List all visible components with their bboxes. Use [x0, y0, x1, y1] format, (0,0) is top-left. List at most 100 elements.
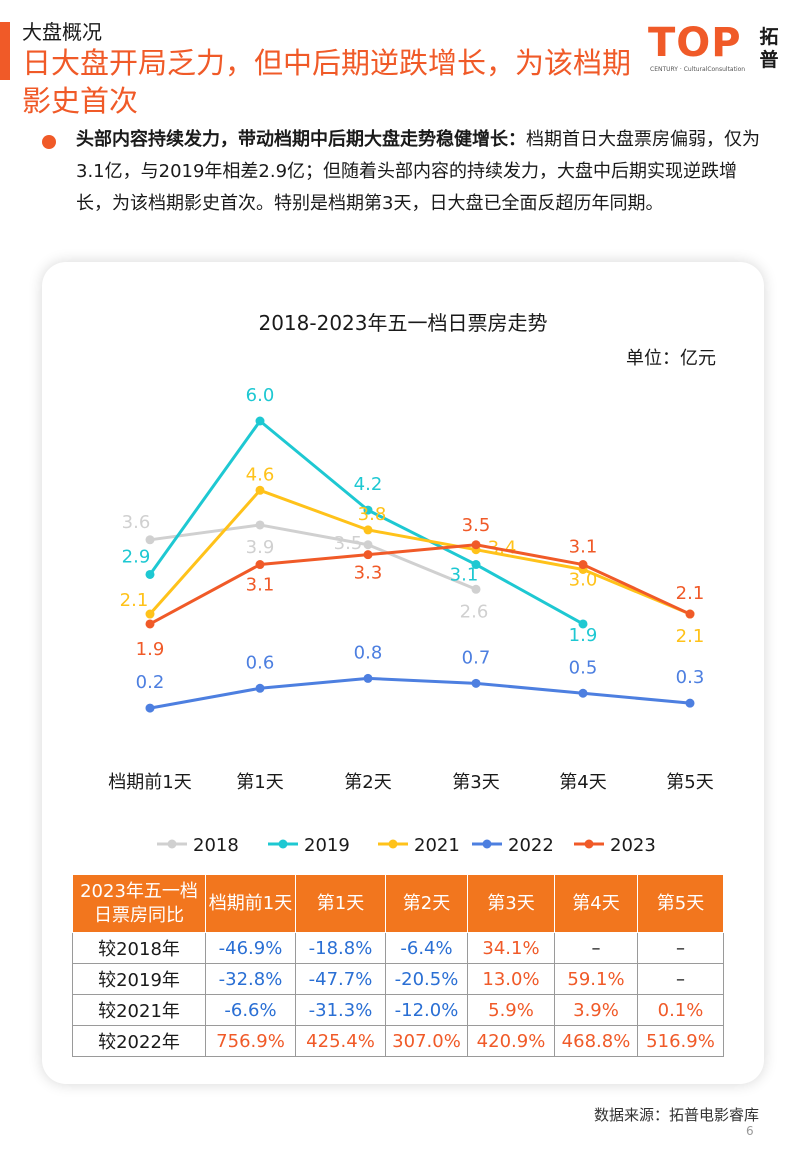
table-cell: 0.1%: [637, 994, 724, 1026]
table-cell: 59.1%: [554, 963, 638, 995]
table-row-label: 较2019年: [72, 963, 206, 995]
table-cell: 3.9%: [554, 994, 638, 1026]
bullet-lead: 头部内容持续发力，带动档期中后期大盘走势稳健增长：: [76, 129, 526, 150]
table-cell: 13.0%: [467, 963, 555, 995]
data-label-2021: 4.6: [246, 464, 275, 485]
table-row: 较2018年 -46.9% -18.8% -6.4% 34.1% – –: [72, 932, 724, 964]
table-col-header: 档期前1天: [205, 874, 296, 933]
table-cell: -20.5%: [385, 963, 468, 995]
logo-chinese-name: 拓普: [759, 26, 779, 71]
series-line-2018: [149, 523, 477, 591]
logo-wordmark: TOP: [648, 20, 742, 66]
data-point-2019: [145, 569, 155, 579]
x-tick-label: 第2天: [344, 772, 391, 793]
data-label-2022: 0.8: [354, 642, 383, 663]
table-row-label: 较2021年: [72, 994, 206, 1026]
table-cell: –: [637, 932, 724, 964]
data-point-2022: [685, 698, 695, 708]
data-point-2018: [471, 584, 481, 594]
data-label-2019: 3.1: [450, 565, 479, 586]
data-label-2022: 0.5: [569, 657, 598, 678]
data-label-2018: 3.6: [122, 512, 151, 533]
page-number: 6: [746, 1124, 754, 1138]
table-cell: -6.4%: [385, 932, 468, 964]
table-row: 较2021年 -6.6% -31.3% -12.0% 5.9% 3.9% 0.1%: [72, 994, 724, 1026]
chart-unit: 单位：亿元: [626, 348, 716, 369]
data-point-2021: [145, 609, 155, 619]
data-point-2022: [471, 678, 481, 688]
chart-title: 2018-2023年五一档日票房走势: [258, 311, 547, 335]
x-tick-label: 第5天: [666, 772, 713, 793]
data-label-2022: 0.7: [462, 647, 491, 668]
table-row: 较2019年 -32.8% -47.7% -20.5% 13.0% 59.1% –: [72, 963, 724, 995]
data-label-2023: 3.1: [569, 537, 598, 558]
table-col-header: 第3天: [467, 874, 555, 933]
data-label-2018: 2.6: [460, 601, 489, 622]
table-cell: 307.0%: [385, 1025, 468, 1057]
section-label: 大盘概况: [22, 20, 102, 44]
data-label-2018: 3.5: [334, 533, 363, 554]
bullet-body: 档期首日大盘票房偏弱，仅为3.1亿，与2019年相差2.9亿；但随着头部内容的持…: [76, 129, 760, 214]
data-label-2023: 2.1: [676, 583, 705, 604]
legend-label: 2021: [414, 835, 460, 856]
table-row-label: 较2022年: [72, 1025, 206, 1057]
table-corner-header: 2023年五一档日票房同比: [72, 874, 206, 933]
table-col-header: 第1天: [295, 874, 386, 933]
data-label-2022: 0.3: [676, 667, 705, 688]
table-cell: 5.9%: [467, 994, 555, 1026]
data-point-2019: [363, 505, 373, 515]
table-col-header: 第4天: [554, 874, 638, 933]
bullet-dot-icon: [42, 135, 56, 149]
x-tick-label: 第1天: [236, 772, 283, 793]
table-cell: -31.3%: [295, 994, 386, 1026]
brand-logo: TOP CENTURY · CulturalConsultation 拓普: [648, 22, 788, 80]
table-cell: -47.7%: [295, 963, 386, 995]
data-point-2019: [471, 560, 481, 570]
table-cell: 516.9%: [637, 1025, 724, 1057]
bullet-paragraph: 头部内容持续发力，带动档期中后期大盘走势稳健增长：档期首日大盘票房偏弱，仅为3.…: [76, 124, 766, 220]
data-point-2021: [363, 525, 373, 535]
data-point-2023: [145, 619, 155, 629]
table-col-header: 第5天: [637, 874, 724, 933]
data-point-2023: [578, 560, 588, 570]
data-label-2018: 3.9: [246, 537, 275, 558]
table-cell: 420.9%: [467, 1025, 555, 1057]
data-point-2022: [363, 673, 373, 683]
x-tick-label: 档期前1天: [108, 772, 191, 793]
data-point-2023: [685, 609, 695, 619]
data-label-2023: 3.3: [354, 563, 383, 584]
legend-swatch-dot: [388, 839, 398, 849]
data-point-2022: [255, 683, 265, 693]
header-accent-bar: [0, 22, 10, 80]
data-label-2022: 0.2: [136, 672, 165, 693]
data-label-2021: 3.8: [358, 504, 387, 525]
data-point-2022: [145, 703, 155, 713]
table-col-header: 第2天: [385, 874, 468, 933]
data-label-2023: 3.1: [246, 575, 275, 596]
data-label-2021: 2.1: [120, 590, 149, 611]
data-point-2023: [363, 550, 373, 560]
table-cell: 468.8%: [554, 1025, 638, 1057]
table-cell: -32.8%: [205, 963, 296, 995]
table-header-row: 2023年五一档日票房同比 档期前1天 第1天 第2天 第3天 第4天 第5天: [72, 874, 724, 933]
legend-swatch-dot: [584, 839, 594, 849]
table-cell: -18.8%: [295, 932, 386, 964]
legend-label: 2022: [508, 835, 554, 856]
legend-swatch-dot: [278, 839, 288, 849]
page-headline: 日大盘开局乏力，但中后期逆跌增长，为该档期影史首次: [22, 46, 632, 118]
table-cell: -46.9%: [205, 932, 296, 964]
data-label-2019: 2.9: [122, 546, 151, 567]
data-label-2021: 2.1: [676, 626, 705, 647]
data-label-2019: 4.2: [354, 474, 383, 495]
table-row-label: 较2018年: [72, 932, 206, 964]
data-point-2019: [255, 416, 265, 426]
x-tick-label: 第3天: [452, 772, 499, 793]
yoy-table: 2023年五一档日票房同比 档期前1天 第1天 第2天 第3天 第4天 第5天 …: [72, 874, 724, 1057]
legend-swatch-dot: [167, 839, 177, 849]
data-label-2019: 1.9: [569, 625, 598, 646]
data-point-2018: [145, 535, 155, 545]
series-line-2023: [149, 543, 691, 626]
data-point-2022: [578, 688, 588, 698]
data-label-2019: 6.0: [246, 385, 275, 406]
